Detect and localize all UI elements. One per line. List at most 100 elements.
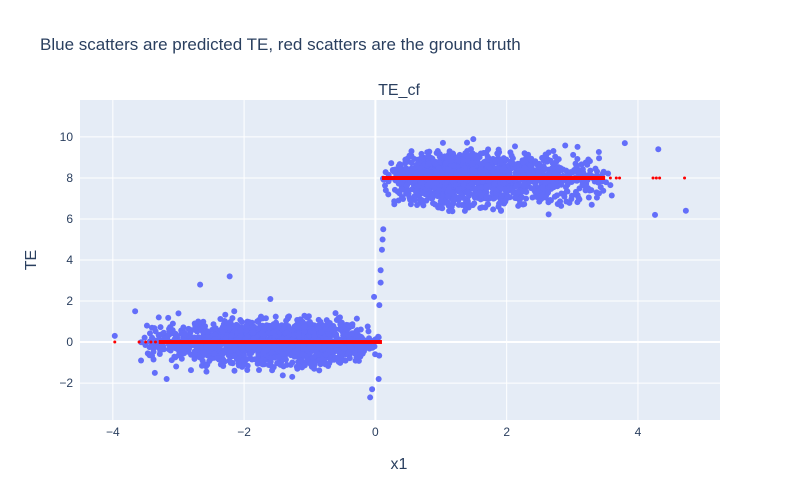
predicted-point: [260, 349, 267, 356]
predicted-point: [514, 188, 521, 195]
predicted-point: [532, 180, 539, 187]
x-tick-label: 4: [635, 425, 642, 439]
predicted-point: [198, 325, 205, 332]
predicted-point: [451, 162, 458, 169]
ground-truth-point: [153, 340, 157, 344]
predicted-point: [513, 195, 520, 202]
predicted-point: [353, 315, 360, 322]
predicted-point: [270, 364, 277, 371]
predicted-point: [553, 158, 560, 165]
predicted-point: [419, 197, 426, 204]
predicted-point: [289, 373, 296, 380]
predicted-point: [554, 200, 561, 207]
predicted-point: [252, 356, 259, 363]
predicted-point: [507, 149, 514, 156]
predicted-point: [498, 192, 505, 199]
predicted-point: [377, 267, 384, 274]
predicted-point: [458, 171, 465, 178]
predicted-point: [563, 198, 570, 205]
predicted-point: [325, 330, 332, 337]
predicted-point: [293, 323, 300, 330]
predicted-point: [464, 139, 471, 146]
predicted-point: [150, 356, 157, 363]
predicted-point: [455, 201, 462, 208]
predicted-point: [341, 345, 348, 352]
predicted-point: [513, 182, 520, 189]
predicted-point: [483, 183, 490, 190]
predicted-point: [521, 164, 528, 171]
predicted-point: [510, 160, 517, 167]
predicted-point: [333, 333, 340, 340]
predicted-point: [682, 207, 689, 214]
predicted-point: [449, 150, 456, 157]
predicted-point: [523, 195, 530, 202]
predicted-point: [491, 181, 498, 188]
predicted-point: [157, 324, 164, 331]
predicted-point: [316, 344, 323, 351]
predicted-point: [141, 334, 148, 341]
predicted-point: [254, 318, 261, 325]
predicted-point: [357, 348, 364, 355]
predicted-point: [407, 201, 414, 208]
predicted-point: [111, 332, 118, 339]
subplot-title: TE_cf: [378, 82, 420, 99]
predicted-point: [477, 205, 484, 212]
predicted-point: [316, 367, 323, 374]
predicted-point: [572, 167, 579, 174]
predicted-point: [200, 318, 207, 325]
predicted-point: [205, 334, 212, 341]
predicted-point: [472, 185, 479, 192]
predicted-point: [364, 323, 371, 330]
predicted-point: [455, 157, 462, 164]
predicted-point: [379, 236, 386, 243]
predicted-point: [419, 189, 426, 196]
predicted-point: [335, 354, 342, 361]
predicted-point: [191, 355, 198, 362]
predicted-point: [203, 363, 210, 370]
predicted-point: [435, 164, 442, 171]
predicted-point: [294, 365, 301, 372]
predicted-point: [226, 324, 233, 331]
predicted-point: [497, 207, 504, 214]
ground-truth-point: [618, 176, 622, 180]
predicted-point: [515, 202, 522, 209]
predicted-point: [538, 192, 545, 199]
predicted-point: [279, 372, 286, 379]
predicted-point: [301, 362, 308, 369]
predicted-point: [172, 330, 179, 337]
predicted-point: [313, 349, 320, 356]
predicted-point: [527, 156, 534, 163]
predicted-point: [621, 140, 628, 147]
predicted-point: [497, 159, 504, 166]
predicted-point: [534, 188, 541, 195]
predicted-point: [208, 345, 215, 352]
predicted-point: [378, 246, 385, 253]
predicted-point: [439, 139, 446, 146]
predicted-point: [258, 358, 265, 365]
predicted-point: [310, 353, 317, 360]
predicted-point: [499, 166, 506, 173]
predicted-point: [365, 328, 372, 335]
predicted-point: [203, 343, 210, 350]
predicted-point: [369, 386, 376, 393]
predicted-point: [371, 293, 378, 300]
ground-truth-point: [658, 176, 662, 180]
predicted-point: [163, 375, 170, 382]
predicted-point: [279, 351, 286, 358]
predicted-point: [411, 196, 418, 203]
predicted-point: [169, 320, 176, 327]
predicted-point: [574, 156, 581, 163]
predicted-point: [166, 327, 173, 334]
predicted-point: [156, 350, 163, 357]
predicted-point: [332, 310, 339, 317]
predicted-point: [237, 317, 244, 324]
x-tick-label: 2: [503, 425, 510, 439]
predicted-point: [282, 356, 289, 363]
predicted-point: [255, 325, 262, 332]
predicted-point: [301, 328, 308, 335]
predicted-point: [166, 346, 173, 353]
predicted-point: [391, 168, 398, 175]
predicted-point: [542, 165, 549, 172]
predicted-point: [192, 325, 199, 332]
predicted-point: [428, 195, 435, 202]
